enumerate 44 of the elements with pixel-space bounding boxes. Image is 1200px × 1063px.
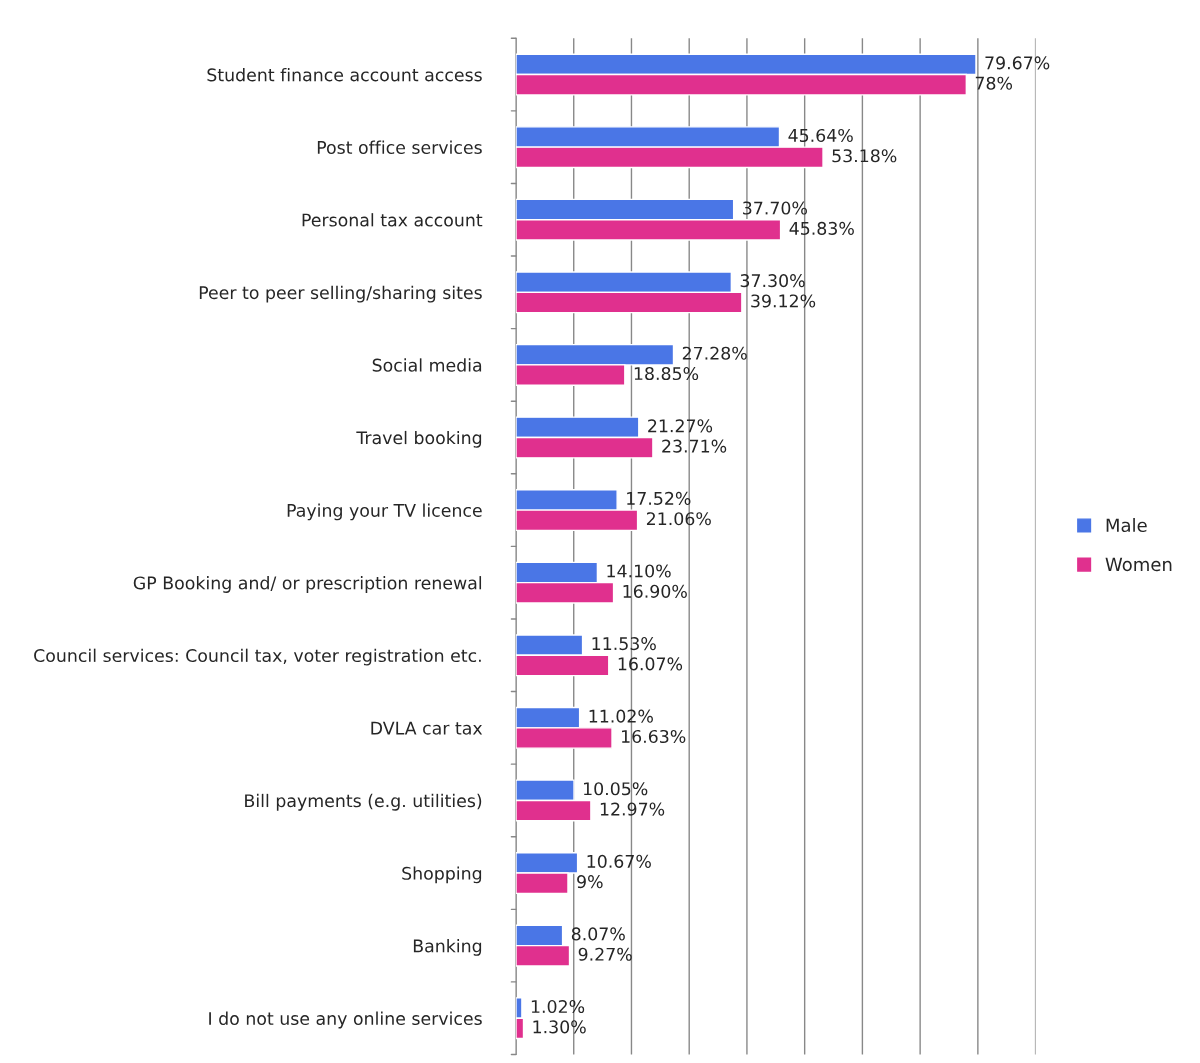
data-label: 17.52%	[627, 491, 691, 505]
data-label: 39.12%	[751, 294, 816, 308]
data-label: 45.83%	[789, 221, 854, 235]
y-tick-label: Student finance account access	[207, 67, 482, 82]
data-label: 8.07%	[571, 927, 625, 941]
y-tick-label: I do not use any online services	[209, 1011, 482, 1029]
data-label: 11.53%	[592, 637, 656, 651]
y-tick-label: Personal tax account	[302, 213, 483, 227]
data-label: 1.30%	[533, 1020, 586, 1034]
data-label: 37.70%	[743, 201, 807, 215]
data-label: 79.67%	[985, 56, 1050, 70]
data-label: 37.30%	[740, 274, 805, 288]
y-tick-label: Banking	[413, 939, 482, 956]
y-tick-label: GP Booking and/ or prescription renewal	[133, 576, 482, 593]
y-tick-label: Social media	[372, 358, 482, 372]
y-tick-label: Travel booking	[356, 430, 482, 448]
data-label: 23.71%	[662, 439, 727, 453]
legend-label: Male	[1106, 518, 1147, 533]
y-tick-label: Peer to peer selling/sharing sites	[199, 285, 482, 303]
data-label: 9%	[577, 875, 603, 889]
data-label: 16.63%	[622, 729, 686, 744]
y-tick-label: Post office services	[317, 140, 482, 154]
data-label: 10.05%	[584, 782, 648, 796]
data-label: 11.02%	[589, 709, 653, 723]
data-label: 12.97%	[600, 802, 665, 816]
data-label: 27.28%	[682, 346, 747, 360]
data-label: 45.64%	[788, 128, 853, 143]
y-tick-label: Council services: Council tax, voter registration etc.	[34, 648, 481, 666]
data-label: 10.67%	[587, 854, 651, 868]
data-label: 14.10%	[607, 564, 671, 578]
data-label: 16.07%	[618, 657, 683, 671]
y-tick-label: Bill payments (e.g. utilities)	[245, 793, 482, 811]
data-label: 1.02%	[531, 999, 585, 1014]
data-label: 21.27%	[648, 419, 713, 433]
y-tick-label: Paying your TV licence	[287, 503, 482, 521]
data-label: 16.90%	[623, 584, 687, 598]
y-tick-label: Shopping	[402, 866, 482, 884]
data-label: 9.27%	[578, 947, 632, 961]
data-label: 18.85%	[634, 366, 699, 381]
data-label: 21.06%	[646, 512, 711, 526]
legend-label: Women	[1105, 557, 1172, 572]
y-tick-label: DVLA car tax	[371, 721, 483, 735]
data-label: 53.18%	[832, 149, 897, 163]
data-label: 78%	[975, 76, 1013, 90]
